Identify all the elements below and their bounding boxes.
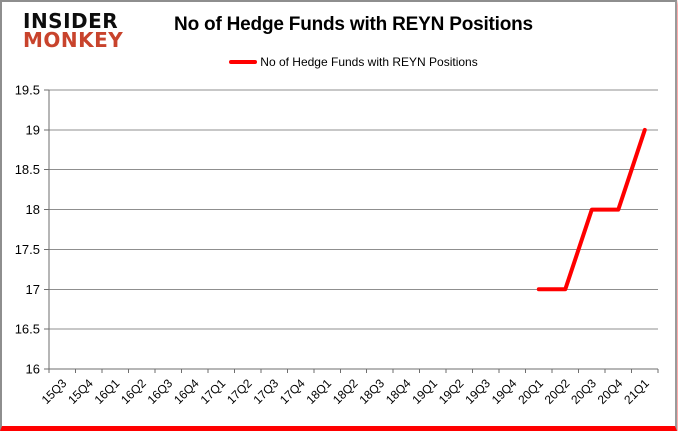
y-tick-label: 16.5 xyxy=(15,322,40,337)
x-tick-label: 17Q2 xyxy=(224,376,255,407)
x-tick-label: 17Q3 xyxy=(251,376,282,407)
x-tick-label: 15Q4 xyxy=(65,376,96,407)
x-tick-label: 18Q3 xyxy=(356,376,387,407)
y-tick-label: 16 xyxy=(26,362,40,377)
x-tick-label: 17Q4 xyxy=(277,376,308,407)
x-tick-label: 18Q1 xyxy=(303,376,334,407)
x-tick-label: 18Q2 xyxy=(330,376,361,407)
x-tick-label: 15Q3 xyxy=(39,376,70,407)
x-tick-label: 18Q4 xyxy=(383,376,414,407)
x-tick-label: 19Q4 xyxy=(489,376,520,407)
x-tick-label: 19Q3 xyxy=(462,376,493,407)
x-tick-label: 17Q1 xyxy=(198,376,229,407)
x-tick-label: 20Q1 xyxy=(515,376,546,407)
series-line xyxy=(536,127,647,292)
x-tick-label: 16Q2 xyxy=(118,376,149,407)
x-tick-label: 16Q3 xyxy=(145,376,176,407)
legend-label: No of Hedge Funds with REYN Positions xyxy=(260,55,478,69)
x-tick-label: 20Q4 xyxy=(595,376,626,407)
chart-title: No of Hedge Funds with REYN Positions xyxy=(174,14,533,35)
y-tick-label: 18 xyxy=(26,202,40,217)
y-tick-label: 18.5 xyxy=(15,162,40,177)
x-tick-label: 20Q2 xyxy=(542,376,573,407)
y-tick-label: 19 xyxy=(26,122,40,137)
logo-monkey-text: MONKEY xyxy=(23,28,124,52)
x-tick-label: 20Q3 xyxy=(568,376,599,407)
line-chart: 19.5 19 18.5 18 17.5 17 16.5 1615Q315Q416Q116Q2… xyxy=(15,83,659,407)
chart-legend: No of Hedge Funds with REYN Positions xyxy=(49,55,658,69)
insider-monkey-logo: INSIDER MONKEY xyxy=(23,9,124,52)
x-tick-label: 16Q4 xyxy=(171,376,202,407)
legend-line-swatch xyxy=(229,60,258,64)
x-tick-label: 16Q1 xyxy=(92,376,123,407)
x-tick-label: 19Q1 xyxy=(409,376,440,407)
y-tick-label: 17 xyxy=(26,282,40,297)
x-tick-label: 21Q1 xyxy=(621,376,652,407)
x-tick-label: 19Q2 xyxy=(436,376,467,407)
y-tick-label: 17.5 xyxy=(15,242,40,257)
y-tick-label: 19.5 xyxy=(15,83,40,98)
logo-insider-text: INSIDER xyxy=(23,9,119,33)
